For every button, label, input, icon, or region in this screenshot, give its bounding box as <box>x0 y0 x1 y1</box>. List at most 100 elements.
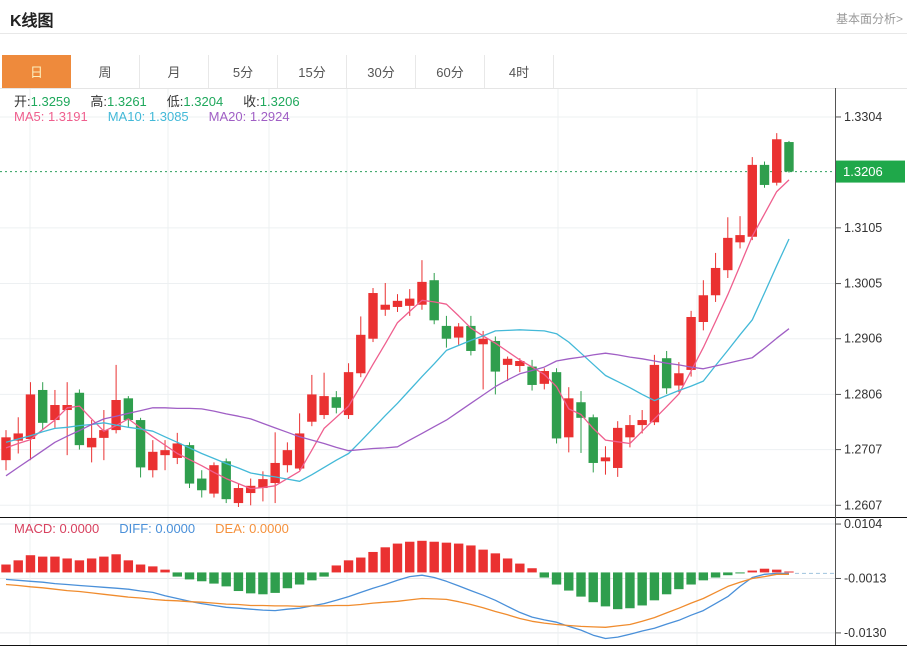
macd-bar <box>197 572 207 582</box>
macd-bar <box>686 572 696 585</box>
gridlines <box>0 88 835 645</box>
candle <box>637 410 647 434</box>
macd-bar <box>368 551 378 573</box>
macd-bar <box>588 572 598 603</box>
macd-bar <box>74 560 85 573</box>
macd-bar <box>99 556 109 573</box>
candle <box>38 382 48 431</box>
candle <box>723 217 733 278</box>
macd-bar <box>221 572 231 587</box>
macd-bar <box>233 572 244 592</box>
price-axis: 1.3304 1.3105 1.3005 1.2906 1.2806 1.2707 1.26… <box>835 88 886 645</box>
axis-label: 1.3105 <box>844 221 882 235</box>
macd-bar <box>245 572 256 594</box>
svg-text:1.3206: 1.3206 <box>843 164 883 179</box>
macd-bar <box>135 564 146 573</box>
macdRow-macd: MACD: 0.0000 <box>14 521 100 536</box>
candle <box>478 330 488 390</box>
period-tabbar: 日周月 5分 15分 30分 60分 4时 <box>2 55 554 88</box>
macd-bar <box>661 572 672 595</box>
tab-4时[interactable]: 4时 <box>485 55 554 88</box>
macd-bar <box>649 572 660 601</box>
macd-bar <box>258 572 268 595</box>
candle <box>441 315 452 348</box>
candle <box>429 272 439 325</box>
ohlcRow-open: 开:1.3259 <box>14 94 71 109</box>
macd-bar <box>356 557 366 573</box>
candle <box>270 432 280 504</box>
candle <box>135 417 146 478</box>
macd-bar <box>710 572 721 578</box>
candle <box>74 389 85 450</box>
maRow-ma20: MA20: 1.2924 <box>208 109 290 124</box>
ma-legend: MA5: 1.3191 MA10: 1.3085 MA20: 1.2924 <box>14 109 310 124</box>
macd-bar <box>453 543 464 573</box>
candle <box>356 316 366 378</box>
macd-bar <box>784 571 794 573</box>
candle <box>453 323 464 345</box>
candle <box>772 133 782 186</box>
macd-bar <box>307 572 317 581</box>
macd-bar <box>515 563 525 573</box>
macd-bar <box>13 560 23 573</box>
macdRow-dea: DEA: 0.0000 <box>215 521 289 536</box>
ohlcRow-high: 高:1.3261 <box>90 94 147 109</box>
axis-label: 1.3304 <box>844 110 882 124</box>
candle <box>294 413 305 471</box>
candle <box>710 252 721 302</box>
tab-5分[interactable]: 5分 <box>209 55 278 88</box>
candle <box>625 415 635 448</box>
macd-bar <box>50 556 60 573</box>
tab-月[interactable]: 月 <box>140 55 209 88</box>
candle <box>564 387 574 453</box>
candle <box>600 446 611 475</box>
candle <box>576 391 586 453</box>
candle <box>588 414 598 473</box>
macd-bar <box>331 565 342 573</box>
macd-bar <box>62 558 72 573</box>
tab-周[interactable]: 周 <box>71 55 140 88</box>
macd-bar <box>160 569 170 573</box>
candle <box>661 350 672 394</box>
macd-bar <box>123 560 134 573</box>
tab-30分[interactable]: 30分 <box>347 55 416 88</box>
candle <box>258 471 268 502</box>
macd-bar <box>380 547 390 573</box>
macd-bar <box>698 572 709 581</box>
maRow-ma5: MA5: 1.3191 <box>14 109 88 124</box>
candle <box>1 430 11 471</box>
ma20-line <box>5 328 790 477</box>
candle <box>13 417 23 454</box>
candle <box>649 354 660 426</box>
macd-bar <box>343 560 354 573</box>
candle <box>527 359 537 391</box>
tab-日[interactable]: 日 <box>2 55 71 88</box>
candles <box>1 133 794 507</box>
candle <box>747 157 757 241</box>
ohlc-readout: 开:1.3259 高:1.3261 低:1.3204 收:1.3206 <box>14 91 320 110</box>
macd-bar <box>270 572 280 593</box>
macd-bar <box>1 564 11 573</box>
candle <box>392 294 403 312</box>
candle <box>221 458 231 504</box>
candle <box>184 442 195 489</box>
page-title: K线图 <box>10 13 54 30</box>
candle <box>735 216 745 249</box>
tab-60分[interactable]: 60分 <box>416 55 485 88</box>
axis-label: 1.3005 <box>844 277 882 291</box>
candle <box>123 396 134 428</box>
macd-legend: MACD: 0.0000 DIFF: 0.0000 DEA: 0.0000 <box>14 521 309 536</box>
macd-bar <box>441 542 452 573</box>
tab-15分[interactable]: 15分 <box>278 55 347 88</box>
candle <box>197 470 207 498</box>
macd-bar <box>747 570 757 573</box>
fundamental-analysis-link[interactable]: 基本面分析> <box>835 12 903 26</box>
axis-label: 1.2906 <box>844 332 882 346</box>
macd-bar <box>735 572 745 574</box>
axis-label: 0.0104 <box>844 517 882 531</box>
macd-bar <box>282 572 293 589</box>
macd-bar <box>184 572 195 580</box>
macd-bar <box>392 543 403 573</box>
macd-bar <box>478 549 488 573</box>
